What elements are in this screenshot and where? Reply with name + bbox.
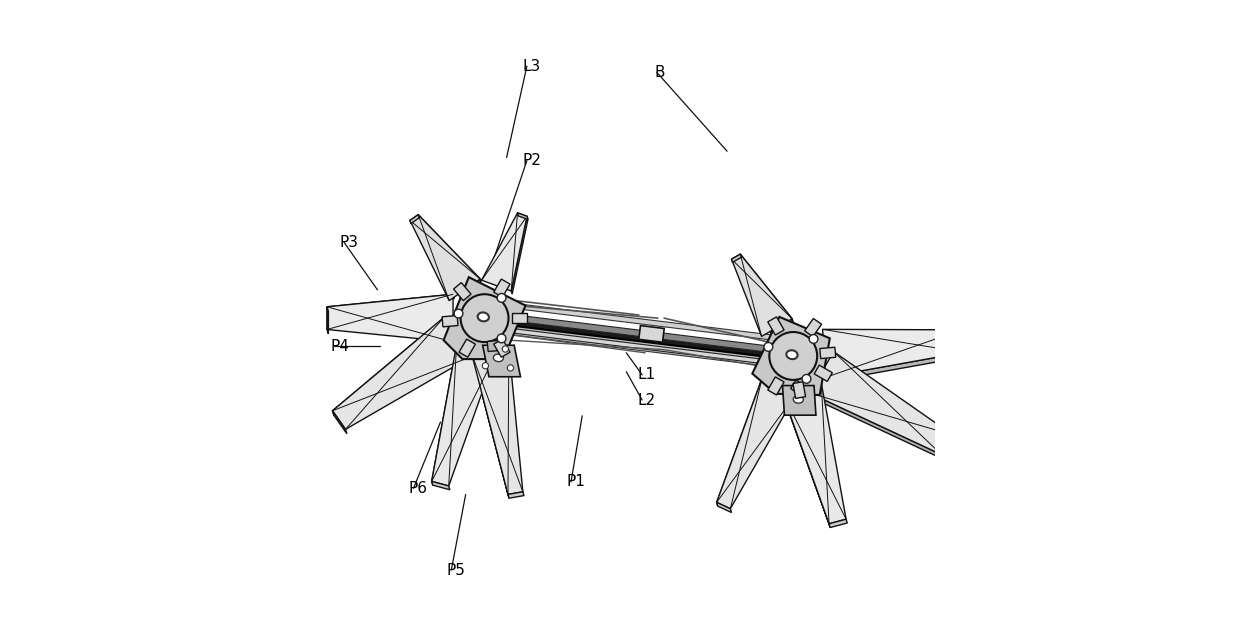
Circle shape [460,294,508,342]
Polygon shape [717,377,764,506]
Polygon shape [717,502,732,513]
Polygon shape [485,311,794,355]
Circle shape [764,343,773,352]
Polygon shape [827,352,965,381]
Circle shape [810,335,818,343]
Polygon shape [815,365,832,381]
Polygon shape [485,316,794,358]
Polygon shape [740,254,794,322]
Polygon shape [327,294,454,311]
Polygon shape [494,339,510,357]
Polygon shape [782,382,846,524]
Polygon shape [454,283,471,301]
Polygon shape [517,213,528,219]
Polygon shape [810,352,952,455]
Polygon shape [481,213,527,291]
Circle shape [454,309,463,318]
Polygon shape [432,481,450,490]
Text: P1: P1 [567,474,585,490]
Text: P6: P6 [409,481,428,496]
Polygon shape [508,492,525,498]
Polygon shape [471,347,523,495]
Text: L3: L3 [522,59,541,74]
Polygon shape [486,300,796,343]
Polygon shape [822,329,963,377]
Circle shape [802,374,811,383]
Text: L1: L1 [637,367,656,382]
Polygon shape [471,353,510,498]
Polygon shape [732,254,792,336]
Text: L2: L2 [637,392,656,408]
Polygon shape [511,216,528,294]
Polygon shape [332,318,445,415]
Polygon shape [484,319,794,363]
Polygon shape [327,307,329,334]
Polygon shape [768,317,784,335]
Polygon shape [443,316,458,327]
Circle shape [502,346,508,352]
Polygon shape [810,393,942,459]
Polygon shape [332,411,347,433]
Polygon shape [327,294,453,342]
Polygon shape [332,318,471,429]
Polygon shape [805,319,822,336]
Ellipse shape [786,350,797,359]
Polygon shape [732,254,742,262]
Polygon shape [791,380,801,392]
Text: P2: P2 [522,153,541,168]
Ellipse shape [794,396,804,403]
Text: P3: P3 [340,235,358,250]
Polygon shape [459,339,475,357]
Polygon shape [487,340,502,352]
Polygon shape [820,347,836,358]
Polygon shape [418,215,481,282]
Polygon shape [484,322,792,367]
Polygon shape [794,382,806,398]
Circle shape [482,363,489,369]
Polygon shape [512,313,527,323]
Text: B: B [655,65,665,80]
Polygon shape [410,215,480,301]
Polygon shape [782,393,831,527]
Circle shape [769,332,817,380]
Polygon shape [482,345,521,377]
Circle shape [497,334,506,343]
Polygon shape [444,277,526,359]
Polygon shape [639,326,665,342]
Ellipse shape [494,354,503,362]
Polygon shape [410,215,419,224]
Polygon shape [482,328,792,369]
Circle shape [497,294,506,302]
Polygon shape [941,435,954,459]
Polygon shape [962,330,965,357]
Polygon shape [782,386,816,415]
Circle shape [507,365,513,371]
Text: P4: P4 [330,339,350,354]
Polygon shape [432,345,496,486]
Polygon shape [768,377,784,395]
Polygon shape [432,345,458,485]
Polygon shape [717,377,796,509]
Ellipse shape [477,312,489,321]
Polygon shape [494,279,510,297]
Polygon shape [830,519,847,527]
Text: P5: P5 [446,563,466,578]
Polygon shape [753,317,830,395]
Polygon shape [484,314,794,360]
